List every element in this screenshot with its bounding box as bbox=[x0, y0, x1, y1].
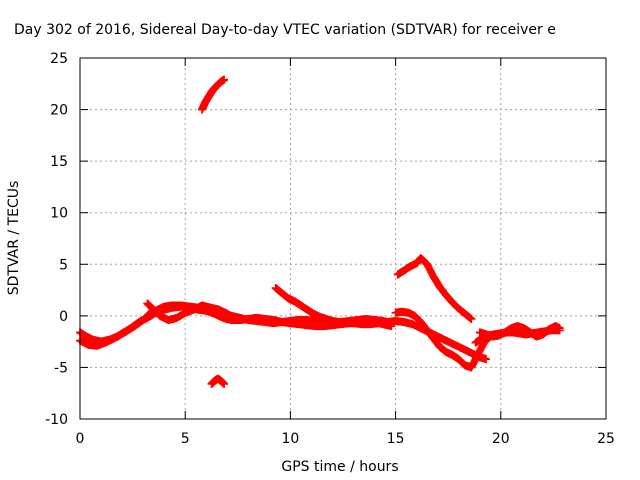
x-tick-label: 5 bbox=[181, 431, 190, 447]
y-tick-label: 10 bbox=[50, 206, 68, 222]
y-tick-label: 25 bbox=[50, 51, 68, 67]
y-tick-label: 5 bbox=[59, 257, 68, 273]
data-point bbox=[467, 314, 476, 323]
x-tick-label: 10 bbox=[281, 431, 299, 447]
x-tick-label: 15 bbox=[387, 431, 405, 447]
data-point bbox=[482, 355, 491, 364]
data-point bbox=[223, 309, 232, 318]
data-point bbox=[220, 75, 229, 84]
series-arc-bump-9 bbox=[271, 284, 491, 364]
data-point bbox=[555, 324, 564, 333]
x-axis-ticks: 0 5 10 15 20 25 bbox=[76, 58, 615, 447]
y-axis-ticks: -10 -5 0 5 10 15 20 25 bbox=[45, 51, 606, 428]
grid-lines bbox=[80, 58, 606, 419]
x-tick-label: 25 bbox=[597, 431, 615, 447]
data-point bbox=[220, 379, 229, 388]
series-arc-low bbox=[207, 374, 229, 388]
plot-frame bbox=[79, 57, 607, 420]
series-arc-high bbox=[198, 75, 229, 114]
y-tick-label: 0 bbox=[59, 309, 68, 325]
y-tick-label: -10 bbox=[45, 412, 68, 428]
y-tick-label: -5 bbox=[54, 360, 68, 376]
chart-title: Day 302 of 2016, Sidereal Day-to-day VTE… bbox=[14, 22, 556, 38]
series-arc-late-b bbox=[475, 322, 564, 341]
y-tick-label: 15 bbox=[50, 154, 68, 170]
y-axis-label: SDTVAR / TECUs bbox=[6, 181, 22, 296]
series-arc-peak-16 bbox=[393, 254, 476, 323]
data-series bbox=[76, 75, 564, 388]
x-tick-label: 20 bbox=[492, 431, 510, 447]
x-axis-label: GPS time / hours bbox=[281, 459, 398, 475]
x-tick-label: 0 bbox=[76, 431, 85, 447]
series-arc-main-3 bbox=[143, 299, 232, 324]
y-tick-label: 20 bbox=[50, 103, 68, 119]
